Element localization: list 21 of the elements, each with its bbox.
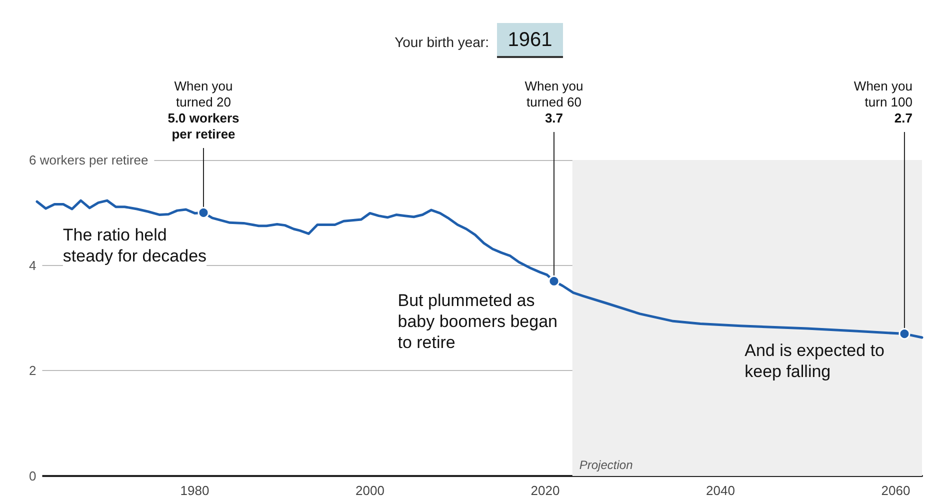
x-tick-label: 2060 xyxy=(881,483,910,498)
annotation: But plummeted as baby boomers began to retire xyxy=(398,290,558,352)
point xyxy=(548,275,560,287)
annotation: The ratio held steady for decades xyxy=(62,225,207,266)
annotation: And is expected to keep falling xyxy=(744,341,884,382)
chart-title: Your birth year: xyxy=(394,34,489,50)
annotation: When you turned 20 5.0 workers per retiree xyxy=(168,78,240,142)
band-label: Projection xyxy=(579,458,634,472)
y-tick-label: 6 workers per retiree xyxy=(29,152,148,168)
annotation: When you turned 60 3.7 xyxy=(524,78,584,126)
x-tick-label: 1980 xyxy=(180,483,210,498)
chart-subtitle: 1961 xyxy=(508,29,552,51)
y-tick-label: 4 xyxy=(29,258,36,273)
x-tick-label: 2040 xyxy=(706,483,735,498)
x-tick-label: 2000 xyxy=(356,483,384,498)
annotation: When you turn 100 2.7 xyxy=(854,78,912,126)
x-tick-label: 2020 xyxy=(530,483,560,498)
y-tick-label: 2 xyxy=(29,363,36,378)
point xyxy=(198,206,210,218)
y-tick-label: 0 xyxy=(29,468,36,484)
point xyxy=(898,328,910,340)
